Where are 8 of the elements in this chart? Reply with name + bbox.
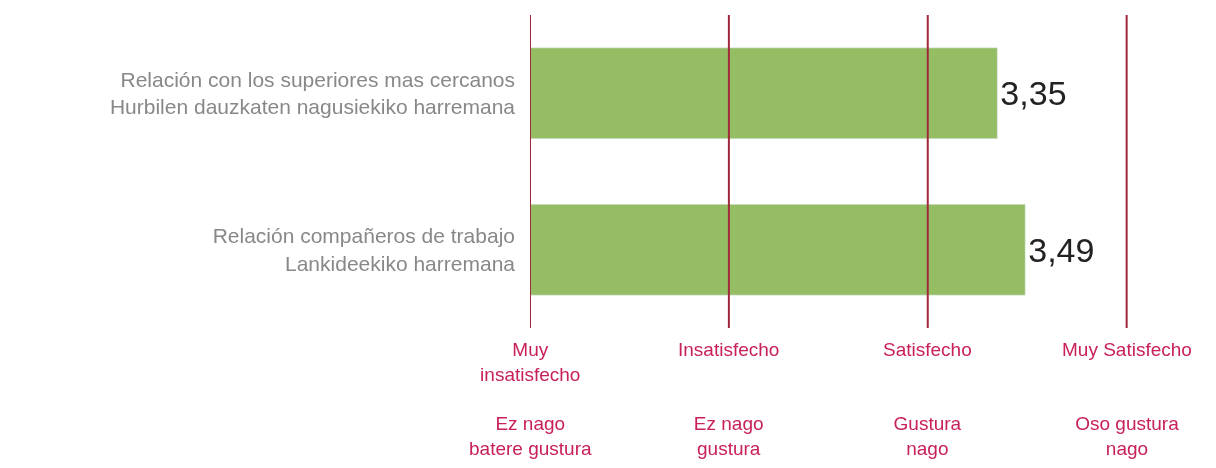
text: Insatisfecho Ez nago gustura [678,339,780,459]
text: Muy Satisfecho Oso gustura nago [1062,339,1192,459]
text: Satisfecho Gustura nago [883,339,972,459]
text: Muy insatisfecho Ez nago batere gustura [469,339,592,459]
data-label: 3,35 [1000,74,1067,113]
y-tick-label: Relación con los superiores mas cercanos Hurbilen dauzkaten nagusiekiko harremana [109,67,516,119]
data-label: 3,49 [1028,230,1095,269]
y-tick-label: Relación compañeros de trabajo Lankideekiko harremana [212,224,516,275]
